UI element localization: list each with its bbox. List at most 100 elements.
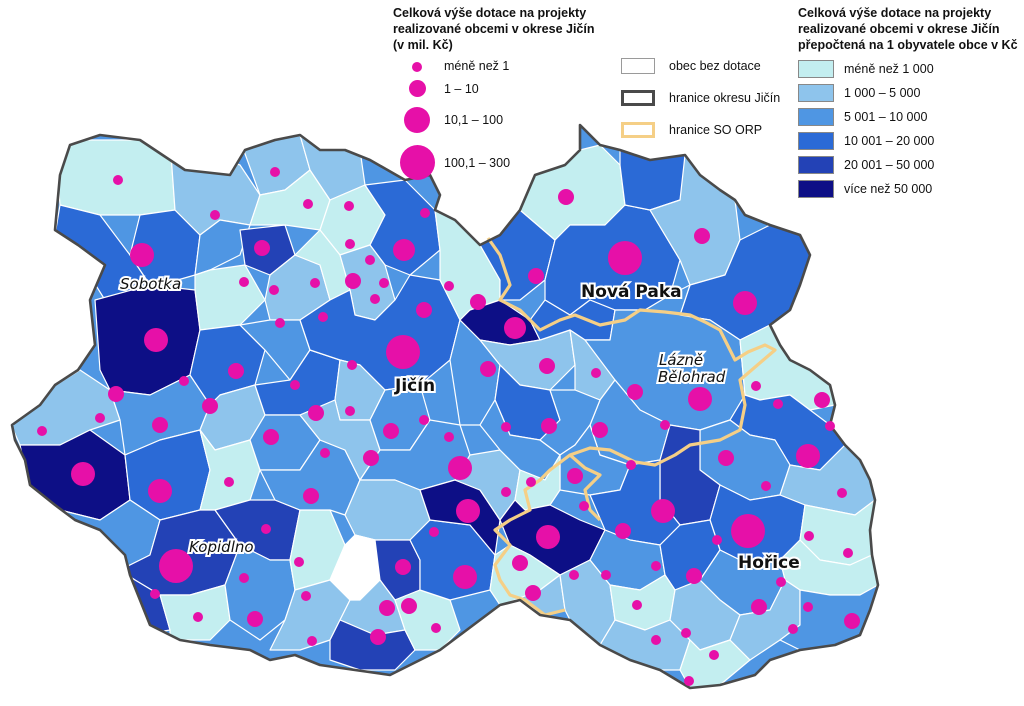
symbol-medium	[144, 328, 168, 352]
legend-symbol-xlarge	[400, 145, 435, 180]
symbol-small	[239, 573, 249, 583]
town-labels: Sobotka Nová Paka Lázně Bělohrad Jičín K…	[118, 273, 802, 575]
symbol-small	[379, 278, 389, 288]
symbol-small	[444, 432, 454, 442]
legend-border-label: hranice SO ORP	[669, 123, 763, 137]
legend-symbol-medium	[409, 80, 426, 97]
symbol-small	[320, 448, 330, 458]
legend-class-label: méně než 1 000	[844, 62, 934, 76]
symbol-small	[269, 285, 279, 295]
symbol-small	[294, 557, 304, 567]
symbol-small	[601, 570, 611, 580]
district-border	[10, 123, 880, 690]
symbol-small	[525, 585, 541, 601]
symbol-medium	[796, 444, 820, 468]
symbol-small	[579, 501, 589, 511]
legend-class-label: 5 001 – 10 000	[844, 110, 928, 124]
symbol-small	[239, 277, 249, 287]
symbol-medium	[456, 499, 480, 523]
symbol-small	[712, 535, 722, 545]
symbol-small	[776, 577, 786, 587]
symbol-medium	[733, 291, 757, 315]
symbol-small	[651, 561, 661, 571]
symbol-small	[152, 417, 168, 433]
legend-class-label: 20 001 – 50 000	[844, 158, 935, 172]
legend-class-row: 20 001 – 50 000	[798, 156, 934, 174]
symbol-small	[512, 555, 528, 571]
symbol-small	[308, 405, 324, 421]
legend-choropleth-title: Celková výše dotace na projekty realizov…	[798, 6, 1018, 52]
symbol-small	[210, 210, 220, 220]
symbol-small	[686, 568, 702, 584]
legend-class-row: 5 001 – 10 000	[798, 108, 927, 126]
symbol-small	[709, 650, 719, 660]
symbol-small	[247, 611, 263, 627]
town-label-nova-paka: Nová Paka	[581, 282, 682, 302]
legend-symbol-label: 10,1 – 100	[444, 113, 504, 127]
legend-class-label: 10 001 – 20 000	[844, 134, 935, 148]
symbol-small	[528, 268, 544, 284]
symbol-small	[347, 360, 357, 370]
symbol-medium	[453, 565, 477, 589]
symbol-small	[261, 524, 271, 534]
symbol-small	[431, 623, 441, 633]
legend-class-swatch	[798, 60, 834, 78]
symbol-small	[651, 635, 661, 645]
symbol-small	[751, 381, 761, 391]
symbol-small	[444, 281, 454, 291]
symbol-small	[290, 380, 300, 390]
legend-orp-border: hranice SO ORP	[621, 122, 762, 138]
symbol-small	[370, 294, 380, 304]
symbol-small	[558, 189, 574, 205]
legend-class-label: více než 50 000	[844, 182, 933, 196]
town-label-kopidlno: Kopidlno	[189, 538, 254, 556]
symbol-small	[480, 361, 496, 377]
symbol-small	[526, 477, 536, 487]
symbol-small	[108, 386, 124, 402]
symbol-small	[684, 676, 694, 686]
symbol-medium	[651, 499, 675, 523]
symbol-small	[379, 600, 395, 616]
legend-symbol-label: 1 – 10	[444, 82, 479, 96]
symbol-small	[345, 239, 355, 249]
symbol-small	[773, 399, 783, 409]
symbol-medium	[504, 317, 526, 339]
symbol-small	[626, 460, 636, 470]
orp-border-swatch	[621, 122, 655, 138]
symbol-small	[202, 398, 218, 414]
symbol-small	[501, 422, 511, 432]
symbol-small	[420, 208, 430, 218]
symbol-small	[401, 598, 417, 614]
symbol-small	[660, 420, 670, 430]
symbol-small	[416, 302, 432, 318]
town-label-sobotka: Sobotka	[120, 275, 181, 293]
legend-symbol-large	[404, 107, 430, 133]
symbol-small	[345, 273, 361, 289]
legend-border-label: obec bez dotace	[669, 59, 761, 73]
symbol-small	[825, 421, 835, 431]
symbol-small	[263, 429, 279, 445]
municipality-mosaic	[12, 125, 878, 688]
symbol-small	[270, 167, 280, 177]
symbol-small	[718, 450, 734, 466]
symbol-small	[541, 418, 557, 434]
legend-class-swatch	[798, 84, 834, 102]
symbol-small	[591, 368, 601, 378]
legend-symbol-small	[412, 62, 422, 72]
symbol-small	[303, 488, 319, 504]
symbol-small	[814, 392, 830, 408]
symbol-small	[615, 523, 631, 539]
symbol-small	[567, 468, 583, 484]
symbol-small	[627, 384, 643, 400]
symbol-small	[95, 413, 105, 423]
symbol-small	[843, 548, 853, 558]
town-label-lazne-belohrad-1: Lázně	[659, 351, 703, 369]
symbol-small	[275, 318, 285, 328]
symbol-small	[751, 599, 767, 615]
symbol-large	[386, 335, 420, 369]
legend-size-title: Celková výše dotace na projekty realizov…	[393, 6, 595, 52]
symbol-large	[159, 549, 193, 583]
symbol-small	[803, 602, 813, 612]
symbol-small	[301, 591, 311, 601]
